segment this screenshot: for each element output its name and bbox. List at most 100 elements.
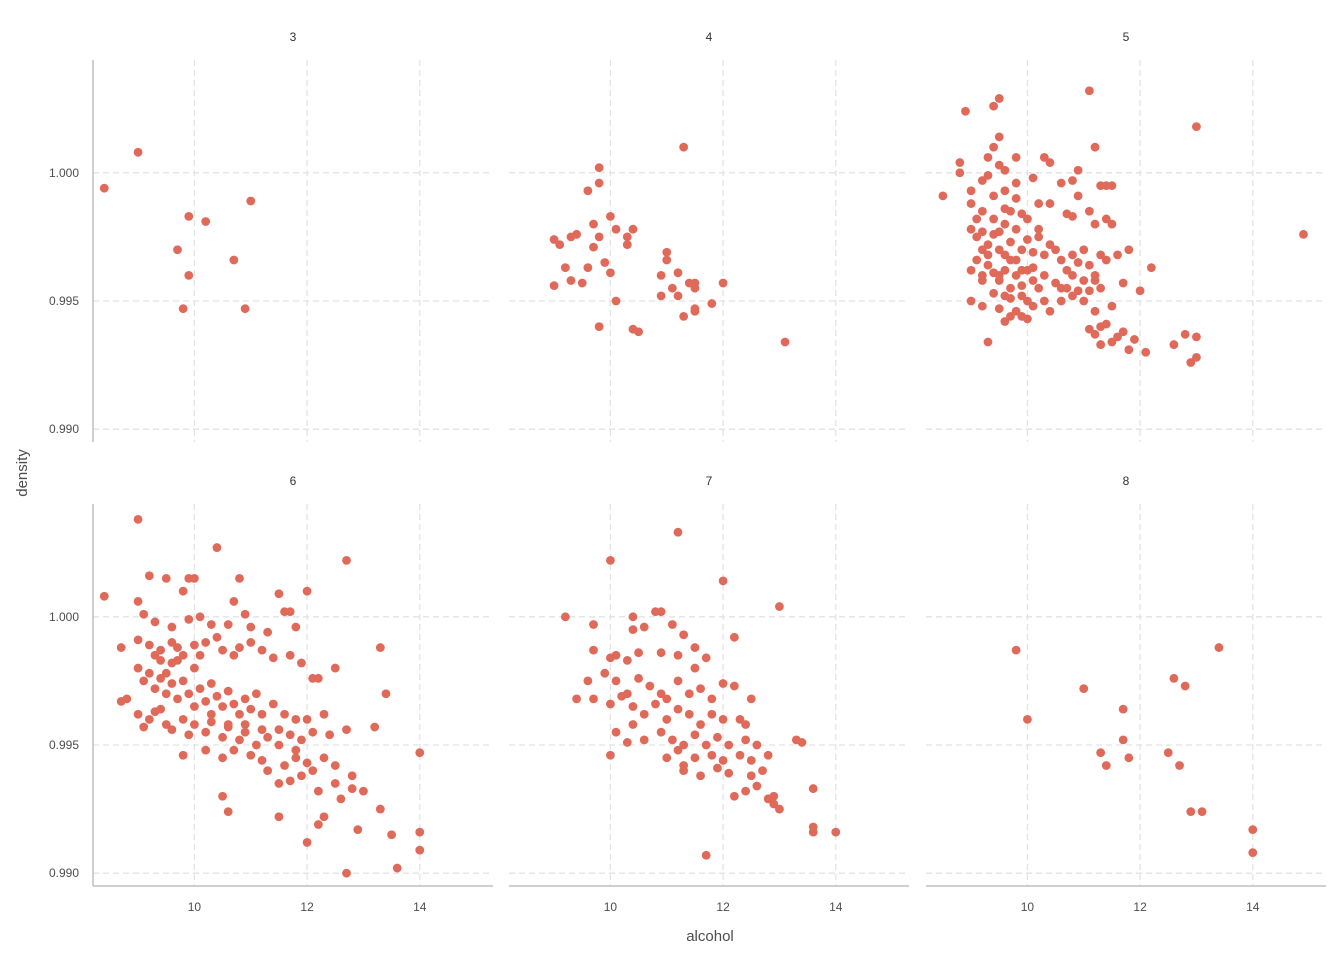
data-point (690, 753, 700, 763)
data-point (274, 589, 284, 599)
data-point (144, 714, 154, 724)
data-point (178, 304, 188, 314)
data-point (161, 573, 171, 583)
data-point (1079, 276, 1089, 285)
data-point (195, 612, 205, 622)
data-point (1090, 142, 1100, 152)
data-point (1135, 286, 1145, 296)
facet-strip-label: 7 (706, 474, 713, 488)
data-point (223, 720, 233, 729)
data-point (150, 617, 160, 627)
x-tick-label: 10 (604, 900, 618, 914)
data-point (662, 694, 672, 704)
data-point (1107, 301, 1117, 311)
data-point (133, 709, 143, 719)
data-point (1113, 250, 1122, 260)
data-point (1192, 122, 1201, 132)
data-point (1028, 173, 1038, 183)
data-point (1051, 278, 1060, 288)
data-point (989, 101, 999, 111)
data-point (1079, 296, 1089, 306)
data-point (1039, 296, 1049, 306)
data-point (263, 732, 273, 742)
data-point (1175, 761, 1184, 770)
data-point (1006, 255, 1015, 265)
data-point (977, 301, 987, 311)
data-point (1011, 178, 1021, 188)
data-point (735, 714, 745, 724)
data-point (206, 709, 216, 719)
data-point (190, 663, 199, 673)
data-point (1118, 704, 1128, 714)
data-point (1017, 245, 1027, 255)
data-point (611, 727, 621, 737)
data-point (656, 270, 666, 280)
data-point (983, 260, 993, 270)
data-point (1073, 191, 1083, 201)
data-point (634, 648, 643, 658)
data-point (622, 232, 632, 242)
data-point (297, 658, 306, 668)
data-point (1084, 324, 1094, 334)
data-point (156, 655, 166, 665)
data-point (415, 827, 425, 837)
data-point (724, 768, 734, 778)
data-point (758, 766, 767, 776)
data-point (667, 283, 677, 293)
data-point (246, 622, 256, 632)
data-point (173, 643, 182, 652)
x-tick-label: 12 (300, 900, 314, 914)
data-point (1124, 245, 1134, 255)
data-point (229, 745, 239, 755)
data-point (1023, 714, 1032, 724)
data-point (212, 543, 222, 552)
data-point (1051, 245, 1060, 255)
data-point (583, 186, 593, 196)
data-point (1214, 643, 1224, 652)
data-point (201, 727, 211, 737)
data-point (1113, 332, 1122, 342)
data-point (1084, 206, 1094, 216)
data-point (746, 755, 756, 765)
data-point (133, 663, 143, 673)
data-point (144, 571, 154, 581)
data-point (190, 573, 199, 583)
data-point (600, 258, 610, 267)
data-point (116, 643, 126, 652)
data-point (606, 211, 615, 221)
data-point (274, 725, 284, 735)
data-point (679, 740, 689, 750)
data-point (156, 673, 166, 683)
data-point (251, 689, 261, 699)
data-point (583, 676, 593, 686)
data-point (589, 694, 598, 704)
data-point (972, 214, 982, 224)
facet-panel-8: 8 10 12 14 (926, 474, 1326, 914)
data-point (342, 868, 351, 878)
data-point (769, 791, 779, 801)
data-point (718, 679, 728, 688)
data-point (1023, 214, 1032, 224)
data-point (190, 720, 199, 729)
data-point (797, 738, 807, 747)
data-point (342, 556, 351, 565)
data-point (1079, 245, 1089, 255)
data-point (201, 697, 211, 706)
facet-panel-4: 4 (509, 30, 909, 442)
data-point (1096, 283, 1106, 293)
data-point (966, 265, 976, 275)
data-point (375, 643, 385, 652)
data-point (370, 722, 380, 732)
data-point (246, 704, 256, 714)
data-point (330, 779, 340, 788)
data-point (218, 645, 227, 655)
data-point (190, 702, 199, 711)
data-point (662, 255, 672, 265)
data-point (1045, 240, 1055, 249)
facet-strip-label: 4 (706, 30, 713, 44)
data-point (707, 694, 717, 704)
data-point (628, 702, 638, 711)
data-point (1118, 278, 1128, 288)
data-point (1101, 255, 1111, 265)
